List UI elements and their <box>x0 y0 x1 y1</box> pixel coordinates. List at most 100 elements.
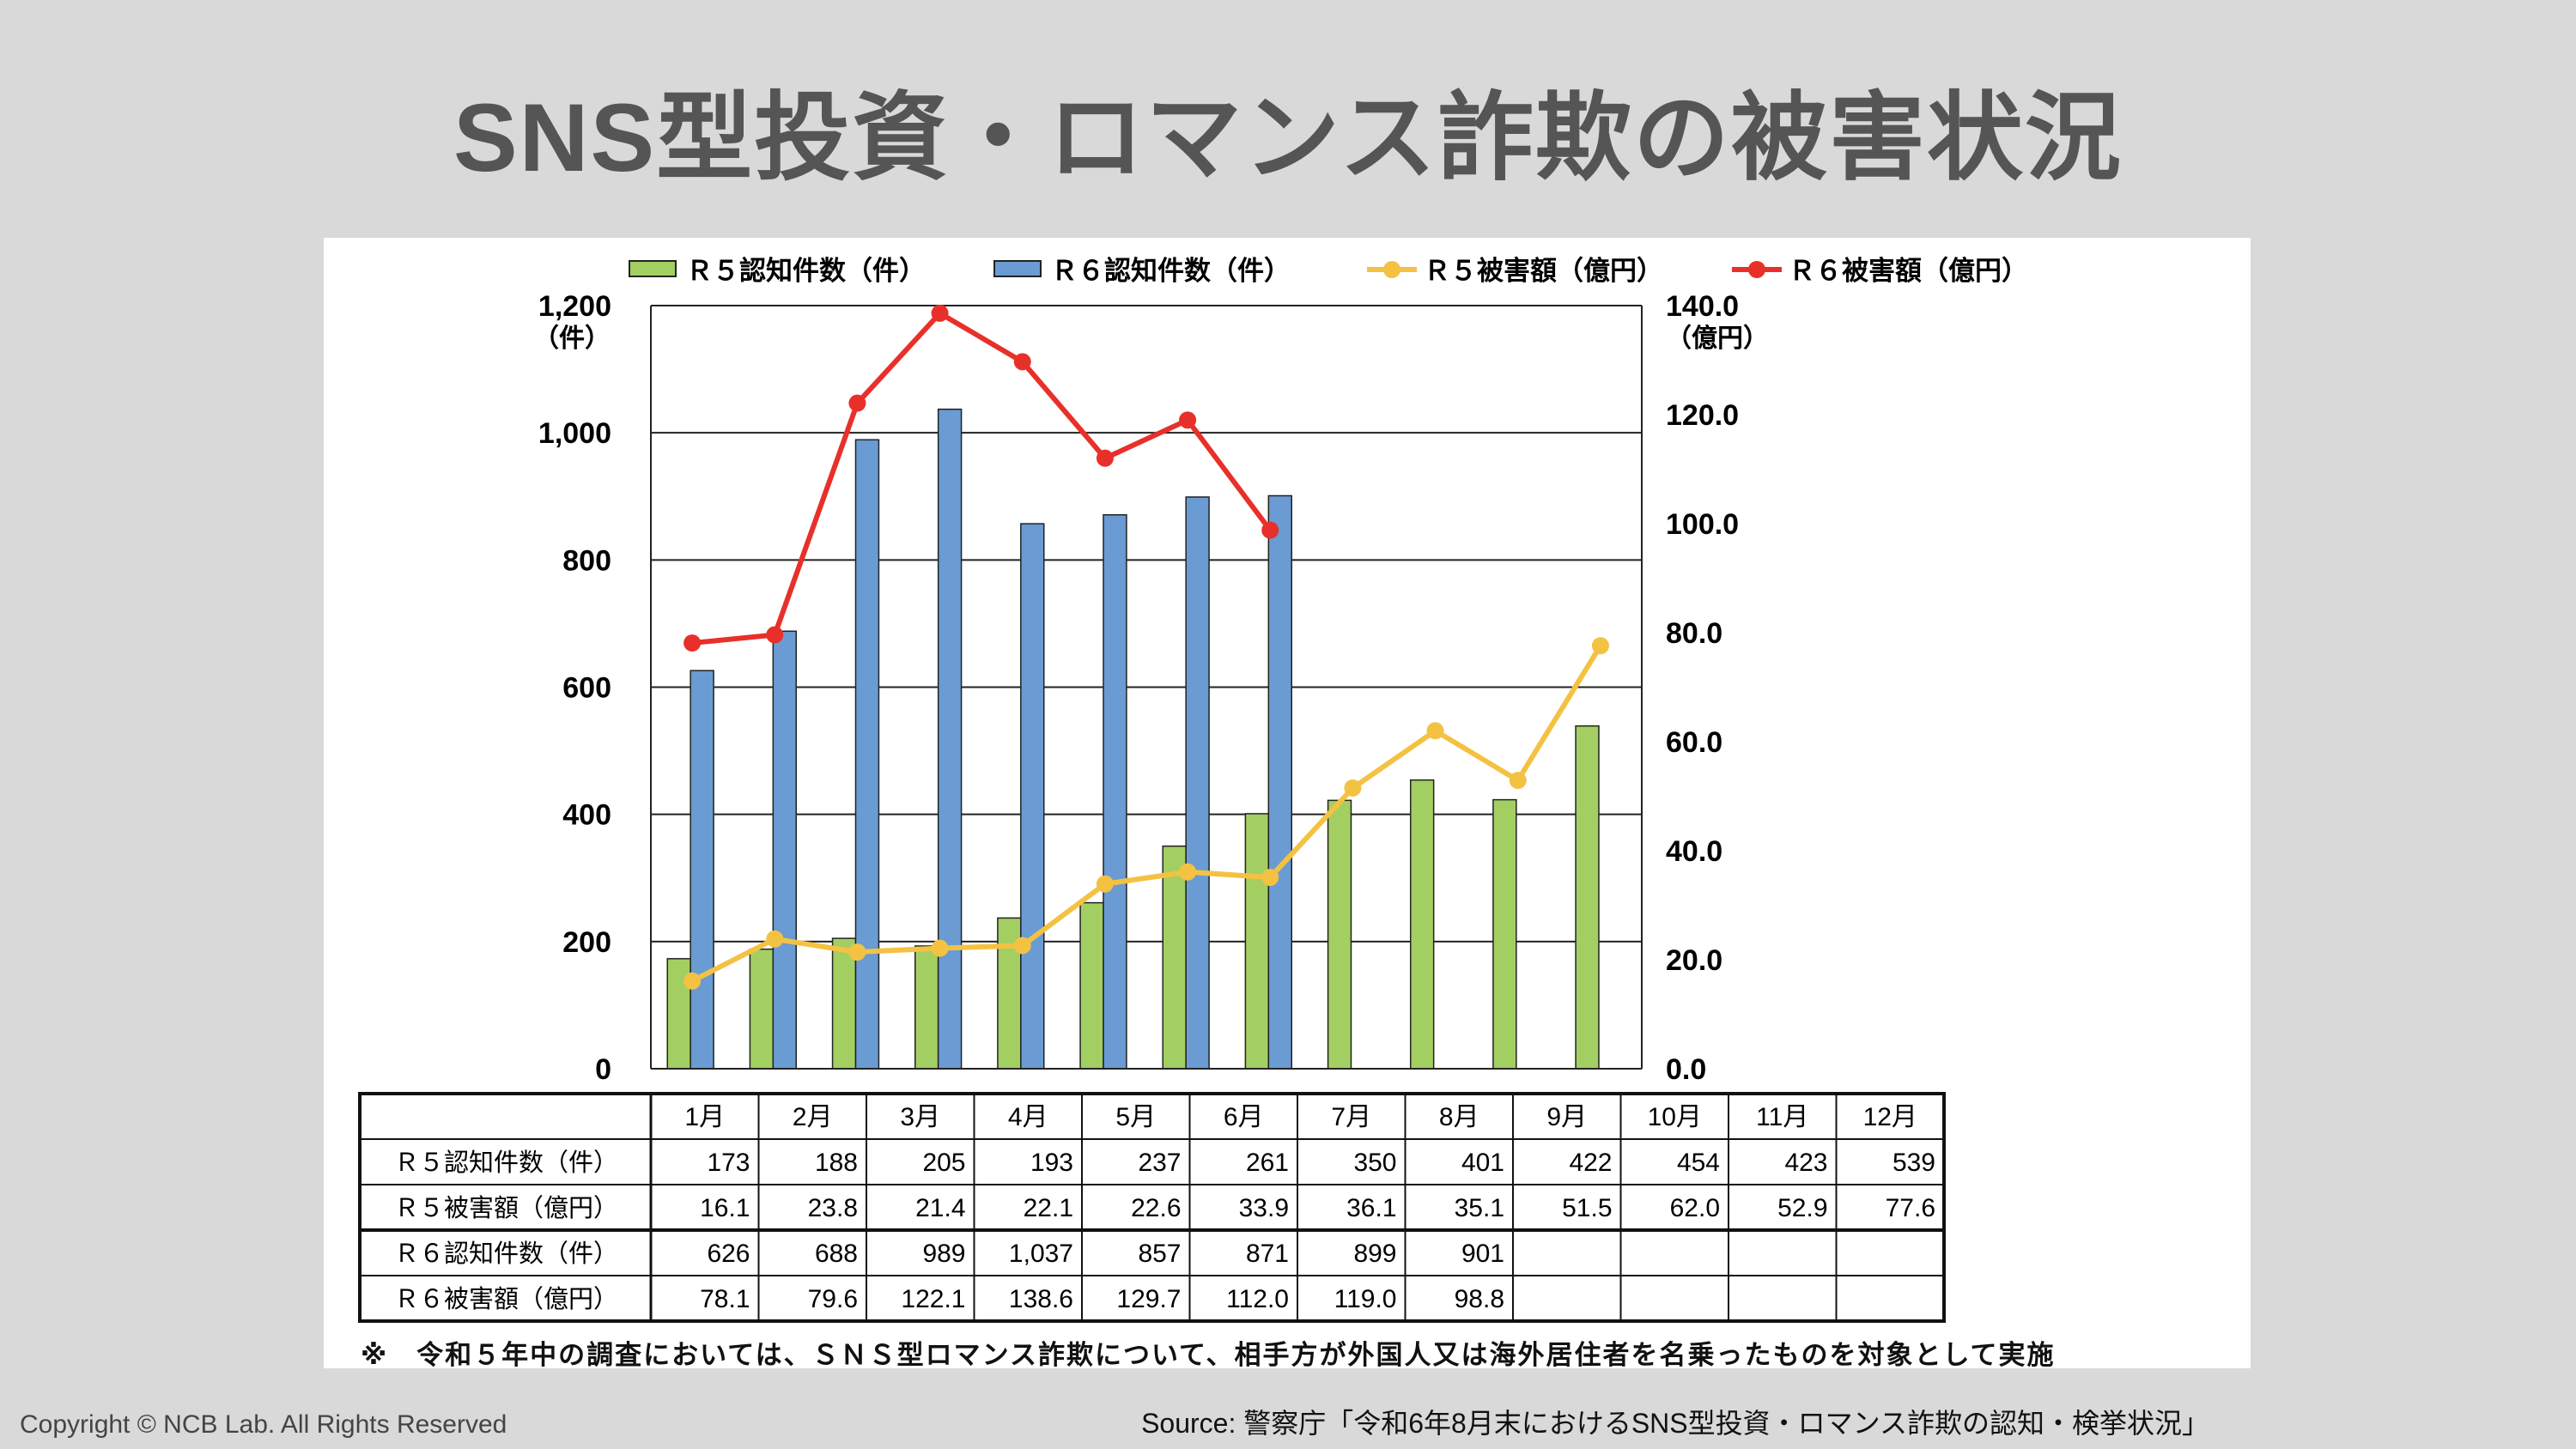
right-tick-label: 100.0 <box>1666 508 1739 541</box>
table-cell: 350 <box>1353 1149 1396 1177</box>
bar-r5 <box>914 945 939 1070</box>
point-r6 <box>1179 411 1197 429</box>
point-r5 <box>1591 637 1609 655</box>
table-header-month: 3月 <box>900 1103 940 1131</box>
legend-swatch <box>629 260 677 277</box>
right-tick-label: 20.0 <box>1666 944 1722 977</box>
table-cell: 193 <box>1030 1149 1073 1177</box>
table-cell: 237 <box>1138 1149 1181 1177</box>
table-cell: 79.6 <box>808 1285 858 1313</box>
table-cell: 62.0 <box>1670 1194 1720 1222</box>
table-cell: 173 <box>707 1149 750 1177</box>
table-cell: 112.0 <box>1226 1285 1289 1313</box>
table-cell: 205 <box>922 1149 965 1177</box>
right-tick-label: 120.0 <box>1666 399 1739 432</box>
point-r5 <box>1179 863 1197 881</box>
left-tick-label: 1,000 <box>538 417 611 450</box>
table-header-month: 6月 <box>1224 1103 1264 1131</box>
table-cell: 36.1 <box>1346 1194 1396 1222</box>
table-header-month: 5月 <box>1115 1103 1156 1131</box>
bar-r5 <box>1244 813 1270 1070</box>
table-cell: 899 <box>1353 1240 1396 1268</box>
table-cell: 422 <box>1569 1149 1612 1177</box>
point-r5 <box>1426 722 1444 740</box>
point-r5 <box>1013 937 1031 955</box>
table-cell: 22.6 <box>1131 1194 1181 1222</box>
table-cell: 78.1 <box>700 1285 750 1313</box>
legend-label: Ｒ５認知件数（件） <box>686 256 926 286</box>
data-table <box>358 1092 1946 1323</box>
table-cell: 401 <box>1461 1149 1504 1177</box>
table-cell: 129.7 <box>1116 1285 1181 1313</box>
table-cell: 626 <box>707 1240 750 1268</box>
point-r6 <box>1096 449 1114 467</box>
point-r5 <box>1509 772 1527 790</box>
legend-marker <box>1748 261 1765 278</box>
bar-r5 <box>1492 798 1517 1070</box>
table-row-label: Ｒ５被害額（億円） <box>394 1194 618 1222</box>
table-cell: 119.0 <box>1334 1285 1397 1313</box>
point-r6 <box>1013 353 1031 371</box>
chart-panel: 0 200 400 600 800 1,000 1,200 （件） 0.0 20.0 40.0 60.… <box>324 238 2251 1368</box>
left-tick-label: 200 <box>562 926 611 959</box>
right-tick-label: 80.0 <box>1666 617 1722 650</box>
bar-r5 <box>1575 724 1600 1070</box>
legend-label: Ｒ６被害額（億円） <box>1789 256 2028 286</box>
table-cell: 51.5 <box>1562 1194 1612 1222</box>
table-cell: 539 <box>1893 1149 1935 1177</box>
table-cell: 16.1 <box>700 1194 750 1222</box>
table-header-month: 9月 <box>1546 1103 1587 1131</box>
table-cell: 857 <box>1138 1240 1181 1268</box>
table-header-month: 4月 <box>1008 1103 1048 1131</box>
point-r6 <box>848 394 866 412</box>
legend-label: Ｒ５被害額（億円） <box>1424 256 1663 286</box>
table-cell: 35.1 <box>1455 1194 1504 1222</box>
legend-swatch <box>993 260 1042 277</box>
right-axis-unit: （億円） <box>1666 324 1769 353</box>
table-header-month: 2月 <box>793 1103 833 1131</box>
point-r5 <box>931 939 949 957</box>
right-tick-label: 140.0 <box>1666 290 1739 323</box>
point-r6 <box>766 626 784 644</box>
table-cell: 1,037 <box>1009 1240 1073 1268</box>
bar-r6 <box>1103 513 1127 1070</box>
table-header-month: 7月 <box>1331 1103 1371 1131</box>
point-r5 <box>1261 869 1279 887</box>
footnote: ※ 令和５年中の調査においては、ＳＮＳ型ロマンス詐欺について、相手方が外国人又は… <box>361 1340 2056 1370</box>
right-tick-label: 60.0 <box>1666 726 1722 759</box>
table-cell: 33.9 <box>1239 1194 1289 1222</box>
table-cell: 188 <box>815 1149 858 1177</box>
table-header-month: 8月 <box>1439 1103 1479 1131</box>
table-header-month: 10月 <box>1648 1103 1702 1131</box>
table-row-label: Ｒ５認知件数（件） <box>394 1149 618 1177</box>
line-r5 <box>690 644 1603 984</box>
table-cell: 98.8 <box>1455 1285 1504 1313</box>
point-r5 <box>1096 875 1114 893</box>
table-header-month: 12月 <box>1863 1103 1917 1131</box>
left-tick-label: 800 <box>562 544 611 577</box>
copyright: Copyright © NCB Lab. All Rights Reserved <box>20 1410 507 1439</box>
table-cell: 122.1 <box>901 1285 965 1313</box>
left-tick-label: 1,200 <box>538 290 611 323</box>
bar-r5 <box>1162 845 1187 1070</box>
table-cell: 901 <box>1461 1240 1504 1268</box>
table-cell: 138.6 <box>1009 1285 1073 1313</box>
point-r6 <box>683 634 702 652</box>
bar-r6 <box>1185 496 1210 1070</box>
bar-r6 <box>772 630 798 1070</box>
bar-r6 <box>937 409 963 1070</box>
bar-r5 <box>1409 779 1435 1070</box>
bar-r5 <box>1079 901 1104 1070</box>
point-r5 <box>848 943 866 961</box>
table-cell: 871 <box>1246 1240 1289 1268</box>
table-cell: 22.1 <box>1024 1194 1073 1222</box>
legend-marker <box>1383 261 1400 278</box>
table-cell: 52.9 <box>1777 1194 1827 1222</box>
combo-chart: 0 200 400 600 800 1,000 1,200（件） 0.0 20.0 40.0 60.… <box>358 256 2028 1323</box>
table-cell: 989 <box>922 1240 965 1268</box>
page-title: SNS型投資・ロマンス詐欺の被害状況 <box>453 84 2123 191</box>
right-tick-label: 0.0 <box>1666 1053 1706 1086</box>
right-tick-label: 40.0 <box>1666 835 1722 868</box>
bar-r6 <box>1020 523 1045 1070</box>
bar-r5 <box>749 948 775 1070</box>
